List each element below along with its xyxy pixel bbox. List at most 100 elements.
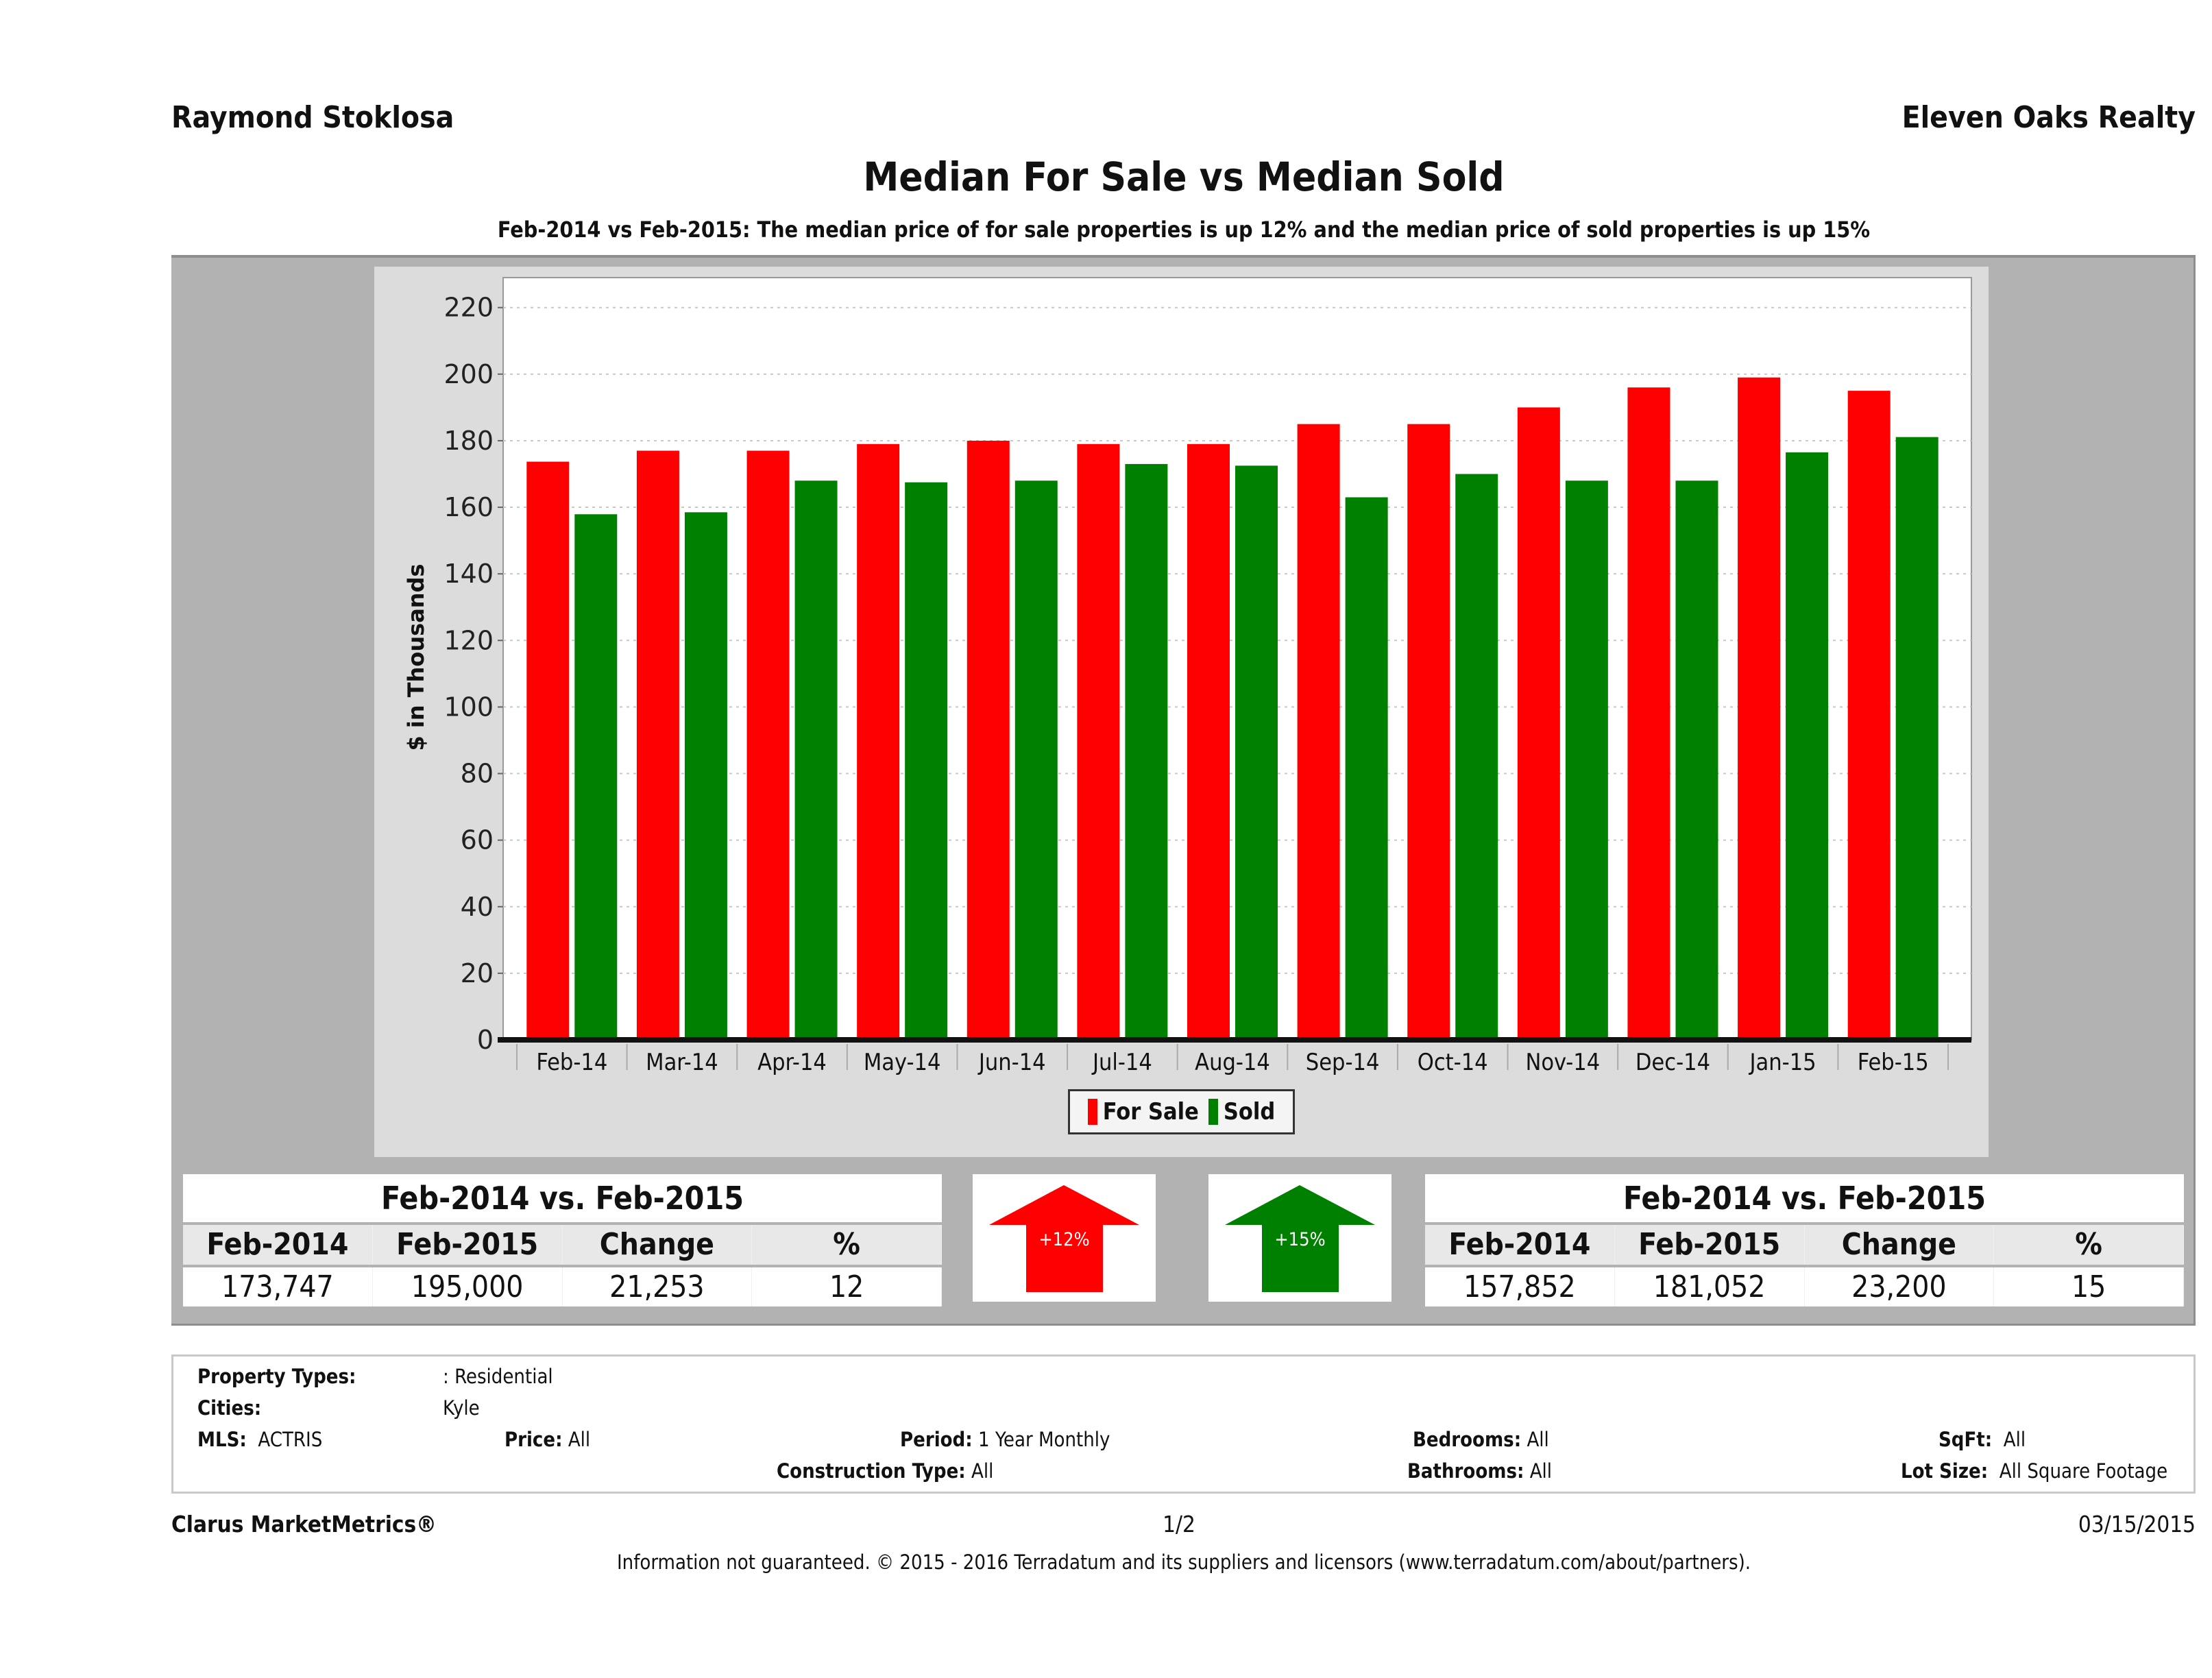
criteria-label: SqFt: (1938, 1428, 1993, 1451)
bar-for-sale-jun-14 (967, 440, 1010, 1040)
legend-label-sold: Sold (1223, 1098, 1276, 1126)
bar-sold-mar-14 (684, 512, 727, 1040)
bar-sold-jul-14 (1125, 463, 1168, 1040)
up-arrow-icon (989, 1185, 1139, 1292)
legend-swatch-sold (1208, 1099, 1218, 1125)
up-arrow-icon (1225, 1185, 1375, 1292)
search-criteria: Property Types: : Residential Cities: Ky… (171, 1354, 2196, 1494)
criteria-label: Price: (505, 1428, 563, 1451)
sold-change-label: +15% (1274, 1229, 1326, 1250)
criteria-bathrooms: Bathrooms: All (1407, 1459, 1552, 1483)
bar-sold-nov-14 (1565, 481, 1608, 1040)
sold-change-badge: +15% (1208, 1174, 1391, 1302)
criteria-label: Bathrooms: (1407, 1459, 1524, 1483)
criteria-cities: Cities: (197, 1396, 261, 1420)
disclaimer: Information not guaranteed. © 2015 - 201… (616, 1551, 1751, 1574)
criteria-lot-size: Lot Size: All Square Footage (1901, 1459, 2167, 1483)
criteria-value: All (1529, 1459, 1553, 1483)
criteria-price: Price: All (505, 1428, 590, 1451)
criteria-bedrooms: Bedrooms: All (1413, 1428, 1549, 1451)
value-cell: 173,747 (183, 1267, 373, 1306)
table-header-row: Feb-2014 Feb-2015 Change % (1425, 1225, 2184, 1265)
value-cell: 15 (1994, 1267, 2184, 1306)
bar-for-sale-oct-14 (1407, 424, 1450, 1040)
y-tick-label: 0 (477, 1025, 494, 1055)
report-title: Median For Sale vs Median Sold (863, 154, 1505, 200)
bar-for-sale-jul-14 (1077, 443, 1120, 1040)
bar-chart: 0 20 40 60 80 100 120 140 160 180 200 220 Feb-14 Mar… (403, 277, 1972, 1076)
bar-for-sale-sep-14 (1297, 424, 1340, 1040)
criteria-value: All Square Footage (1999, 1459, 2168, 1483)
bar-sold-feb-14 (574, 514, 618, 1040)
bar-sold-may-14 (905, 482, 948, 1040)
table-title: Feb-2014 vs. Feb-2015 (1425, 1174, 2184, 1222)
value-cell: 21,253 (563, 1267, 753, 1306)
x-tick-label: Oct-14 (1418, 1049, 1488, 1076)
criteria-label: Bedrooms: (1413, 1428, 1522, 1451)
value-cell: 181,052 (1615, 1267, 1805, 1306)
header-cell: Feb-2014 (1425, 1225, 1615, 1265)
for-sale-summary-table: Feb-2014 vs. Feb-2015 Feb-2014 Feb-2015 … (183, 1174, 942, 1306)
criteria-label: Property Types: (197, 1365, 356, 1388)
criteria-value: All (568, 1428, 591, 1451)
x-tick-label: Nov-14 (1525, 1049, 1600, 1076)
bar-for-sale-feb-14 (526, 461, 570, 1040)
bar-for-sale-mar-14 (636, 450, 679, 1040)
bar-sold-aug-14 (1235, 465, 1278, 1040)
table-title: Feb-2014 vs. Feb-2015 (183, 1174, 942, 1222)
bar-for-sale-may-14 (857, 443, 900, 1040)
y-tick-label: 80 (461, 759, 494, 789)
bar-sold-sep-14 (1345, 497, 1388, 1040)
sold-summary-table: Feb-2014 vs. Feb-2015 Feb-2014 Feb-2015 … (1425, 1174, 2184, 1306)
legend-swatch-for-sale (1087, 1099, 1097, 1125)
criteria-value: All (2003, 1428, 2026, 1451)
criteria-label: Lot Size: (1901, 1459, 1989, 1483)
chart-legend: For Sale Sold (1068, 1089, 1295, 1134)
criteria-label: Period: (900, 1428, 973, 1451)
value-cell: 195,000 (373, 1267, 563, 1306)
header-cell: Feb-2015 (373, 1225, 563, 1265)
criteria-property-types: Property Types: (197, 1365, 356, 1388)
legend-label-for-sale: For Sale (1102, 1098, 1199, 1126)
y-tick-label: 220 (443, 293, 494, 323)
bar-sold-oct-14 (1455, 474, 1498, 1040)
y-tick-label: 20 (461, 958, 494, 988)
header-cell: Feb-2015 (1615, 1225, 1805, 1265)
x-tick-label: Dec-14 (1636, 1049, 1710, 1076)
bar-sold-dec-14 (1675, 481, 1718, 1040)
agent-name: Raymond Stoklosa (171, 100, 454, 135)
report-date: 03/15/2015 (2078, 1511, 2196, 1537)
table-header-row: Feb-2014 Feb-2015 Change % (183, 1225, 942, 1265)
criteria-construction-type: Construction Type: All (777, 1459, 993, 1483)
value-cell: 12 (752, 1267, 942, 1306)
x-tick-label: Apr-14 (757, 1049, 827, 1076)
table-row: 173,747 195,000 21,253 12 (183, 1267, 942, 1306)
criteria-label: Cities: (197, 1396, 262, 1420)
criteria-mls: MLS: ACTRIS (197, 1428, 322, 1451)
x-tick-label: May-14 (864, 1049, 941, 1076)
for-sale-change-badge: +12% (973, 1174, 1156, 1302)
criteria-label: Construction Type: (777, 1459, 966, 1483)
value-cell: 157,852 (1425, 1267, 1615, 1306)
x-tick-label: Jul-14 (1091, 1049, 1152, 1076)
criteria-value: All (971, 1459, 994, 1483)
x-tick-label: Feb-15 (1858, 1049, 1929, 1076)
bar-sold-jun-14 (1014, 481, 1058, 1040)
footer-brand: Clarus MarketMetrics® (171, 1511, 437, 1537)
x-tick-label: Mar-14 (646, 1049, 718, 1076)
bar-sold-jan-15 (1786, 452, 1829, 1040)
y-tick-label: 120 (443, 625, 494, 655)
company-name: Eleven Oaks Realty (1901, 100, 2196, 135)
criteria-value: : Residential (443, 1365, 553, 1388)
criteria-sqft: SqFt: All (1938, 1428, 2026, 1451)
x-tick-label: Feb-14 (536, 1049, 607, 1076)
page-number: 1/2 (1163, 1511, 1195, 1537)
x-tick-label: Aug-14 (1195, 1049, 1270, 1076)
value-cell: 23,200 (1805, 1267, 1995, 1306)
x-tick-label: Jan-15 (1749, 1049, 1816, 1076)
y-tick-label: 160 (443, 492, 494, 522)
bar-sold-apr-14 (794, 481, 838, 1040)
for-sale-change-label: +12% (1038, 1229, 1090, 1250)
bar-for-sale-apr-14 (746, 450, 790, 1040)
table-row: 157,852 181,052 23,200 15 (1425, 1267, 2184, 1306)
